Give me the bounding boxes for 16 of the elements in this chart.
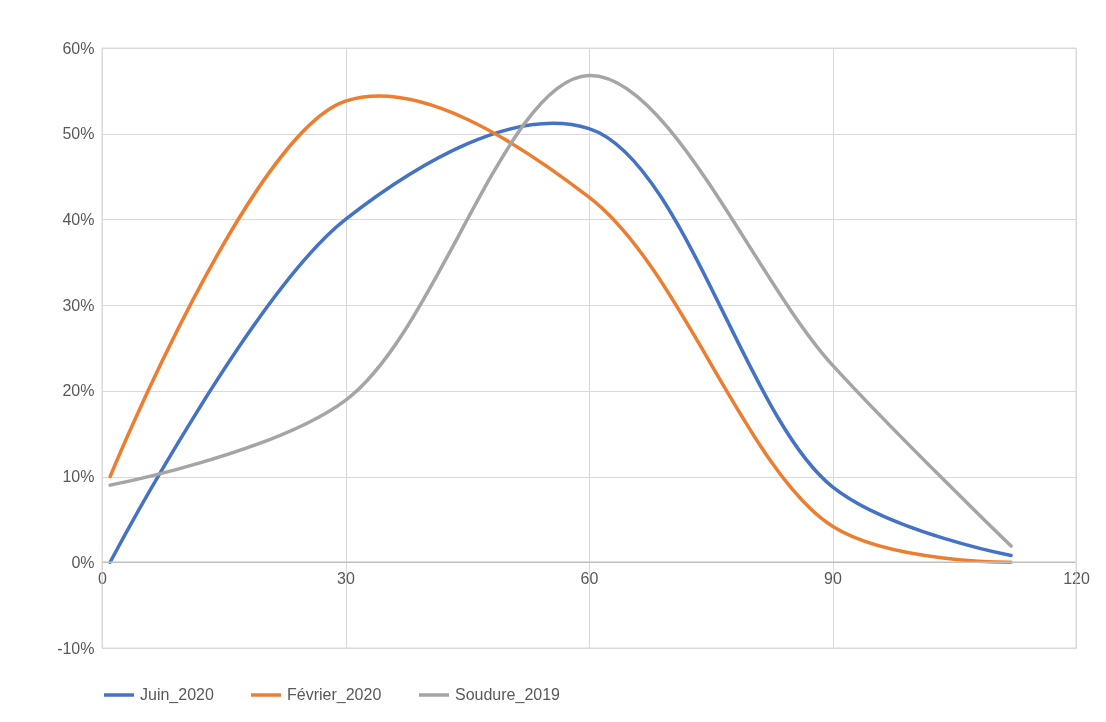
- x-tick-label: 30: [337, 569, 355, 587]
- x-tick-label: 120: [1063, 569, 1090, 587]
- y-tick-label: 20%: [62, 382, 95, 400]
- y-tick-label: 30%: [62, 296, 95, 314]
- x-tick-label: 0: [98, 569, 108, 587]
- x-tick-label: 90: [824, 569, 842, 587]
- legend-label: Février_2020: [287, 686, 382, 704]
- x-tick-label: 60: [580, 569, 599, 587]
- legend-label: Juin_2020: [140, 686, 214, 704]
- y-tick-label: 50%: [62, 125, 95, 143]
- y-tick-label: 40%: [62, 210, 95, 228]
- y-tick-label: 60%: [62, 39, 95, 57]
- y-tick-label: 10%: [62, 468, 95, 486]
- y-tick-label: 0%: [71, 553, 95, 571]
- legend-label: Soudure_2019: [455, 686, 561, 704]
- y-tick-label: -10%: [57, 639, 95, 657]
